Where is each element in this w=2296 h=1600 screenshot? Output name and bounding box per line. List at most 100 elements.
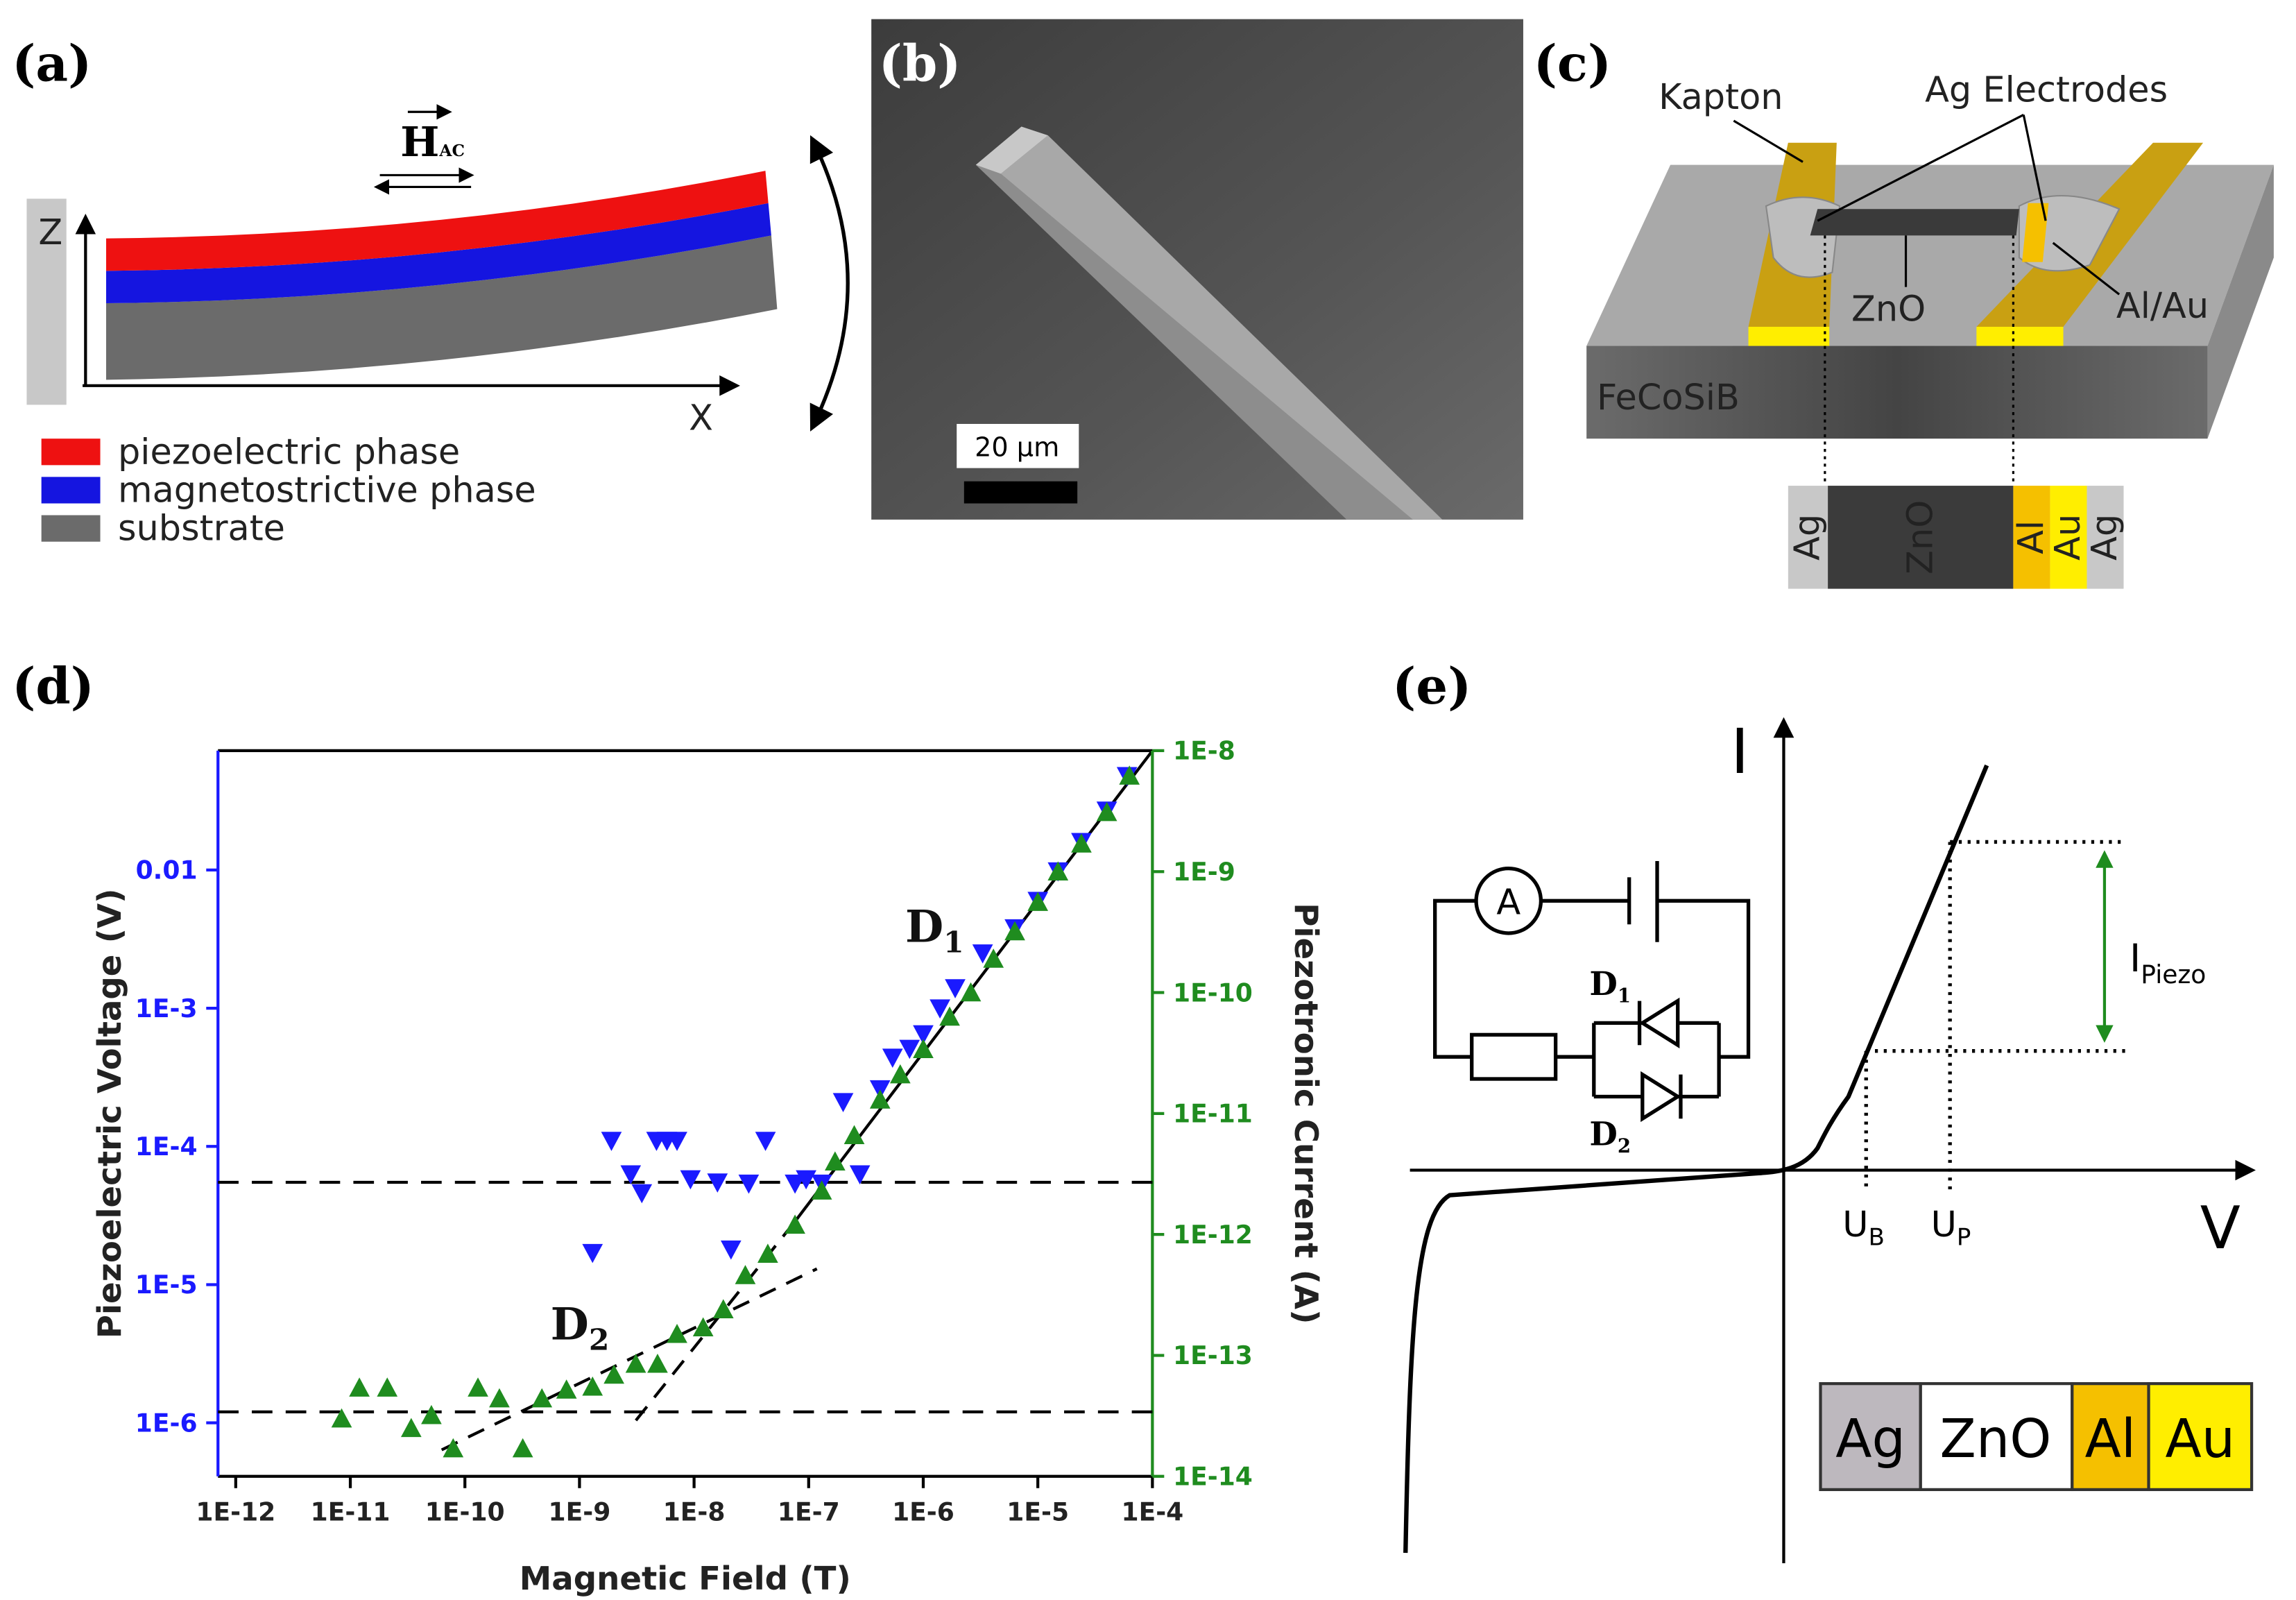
layer [2050, 486, 2087, 589]
panel-e: I V IPiezo UB UP A D1 D2 Ag ZnO Al Au [1403, 716, 2256, 1563]
x-tick-label: 1E-4 [1121, 1497, 1183, 1526]
legend-swatch [41, 439, 101, 466]
diode-subscript: 2 [1618, 1134, 1631, 1157]
data-point [667, 1323, 687, 1343]
data-point [712, 1299, 734, 1318]
fit-line [794, 749, 1154, 1223]
data-point [735, 1265, 756, 1284]
layer [2087, 486, 2124, 589]
data-point [601, 1132, 622, 1151]
chart: 1E-12 1E-11 1E-10 1E-9 1E-8 1E-7 1E-6 1E-5 1E-4 1… [92, 737, 1324, 1598]
data-point [489, 1388, 510, 1408]
layer-label: Ag [1835, 1408, 1905, 1470]
data-point [889, 1064, 911, 1084]
y2-tick-label: 1E-8 [1173, 737, 1235, 766]
x-tick-label: 1E-10 [425, 1497, 505, 1526]
layer [2013, 486, 2050, 589]
data-point [349, 1377, 370, 1397]
circuit-part [1640, 1071, 1681, 1123]
data-point [531, 1388, 553, 1408]
data-point [832, 1093, 854, 1112]
annotation-subscript: 1 [943, 926, 964, 960]
current-symbol: I [2130, 937, 2141, 981]
layer-label: Al [2085, 1408, 2136, 1470]
y2-tick-label: 1E-12 [1173, 1220, 1253, 1250]
panel-b: (b) 20 µm [871, 19, 1523, 520]
layer-stack-part [2071, 1382, 2150, 1492]
field-symbol: H [400, 118, 439, 167]
data-point [960, 982, 982, 1002]
scale-label: 20 µm [975, 433, 1059, 463]
data-point [377, 1377, 398, 1397]
axis-label: Z [38, 212, 62, 253]
layer-label: Al [2011, 520, 2052, 554]
panel-label: (c) [1534, 35, 1611, 94]
guide-lines [1864, 840, 2127, 1193]
data-point [667, 1132, 687, 1151]
panel-label: (e) [1392, 657, 1471, 716]
data-point [400, 1418, 422, 1438]
layer [1788, 486, 1828, 589]
block-front [1586, 346, 2208, 439]
circuit-part [1433, 899, 1477, 1059]
scale-bar [963, 481, 1078, 504]
callout: Kapton [1659, 77, 1783, 118]
data-point [556, 1379, 577, 1399]
data-point [720, 1240, 742, 1260]
layer-stack-part [2147, 1382, 2254, 1492]
layer-label: Ag [1787, 514, 1828, 561]
callout: FeCoSiB [1597, 377, 1740, 418]
y2-tick-label: 1E-11 [1173, 1100, 1253, 1129]
zno-rod [1810, 209, 2019, 236]
data-point [972, 944, 993, 964]
layer-stack [1819, 1382, 2254, 1492]
al-au-contact [2022, 203, 2049, 262]
data-point [1004, 921, 1025, 941]
panel-label: (a) [12, 35, 92, 94]
kapton-front [1976, 326, 2064, 346]
field-label: HAC [400, 118, 465, 167]
legend-label: substrate [118, 509, 285, 550]
y2-tick-label: 1E-9 [1173, 858, 1235, 887]
leader-lines-part [1817, 114, 2024, 222]
callout: ZnO [1851, 289, 1926, 330]
legend-label: magnetostrictive phase [118, 470, 536, 511]
layer [1828, 486, 2014, 589]
y-tick-label: 1E-3 [135, 994, 198, 1023]
data-point [1119, 765, 1140, 785]
leader-lines-part [2022, 114, 2047, 221]
diode-subscript: 1 [1618, 985, 1631, 1007]
annotation-text: D [551, 1299, 589, 1351]
circuit-part [1470, 1032, 1558, 1081]
circuit-part [1638, 997, 1680, 1049]
voltage-label: UB [1842, 1205, 1885, 1252]
data-point [631, 1184, 653, 1204]
fit-lines [440, 1220, 818, 1452]
diode-label: D2 [1589, 1115, 1631, 1157]
data-point [603, 1364, 624, 1384]
annotation-text: D [905, 901, 943, 953]
callout: Al/Au [2116, 286, 2209, 327]
layer-label: Au [2048, 514, 2089, 561]
block-side [2207, 164, 2274, 439]
axis-label: V [2200, 1194, 2241, 1263]
data-point [939, 1006, 960, 1026]
data-point [785, 1174, 805, 1194]
clamp [26, 198, 67, 405]
data-point [796, 1170, 816, 1190]
y-tick-label: 1E-5 [135, 1270, 198, 1300]
data-point [421, 1404, 442, 1424]
rod-end [975, 126, 1048, 174]
data-point [899, 1039, 920, 1059]
data-point [913, 1025, 934, 1045]
data-point [869, 1089, 891, 1109]
voltage-symbol: U [1842, 1205, 1868, 1245]
circuit-part [1657, 899, 1751, 1059]
data-point [331, 1408, 352, 1428]
data-point [680, 1170, 701, 1190]
x-tick-label: 1E-8 [663, 1497, 726, 1526]
fit-lines-part [440, 1267, 818, 1452]
circuit [1433, 861, 1751, 1123]
layer-label: Ag [2084, 514, 2125, 561]
data-point [443, 1438, 464, 1458]
